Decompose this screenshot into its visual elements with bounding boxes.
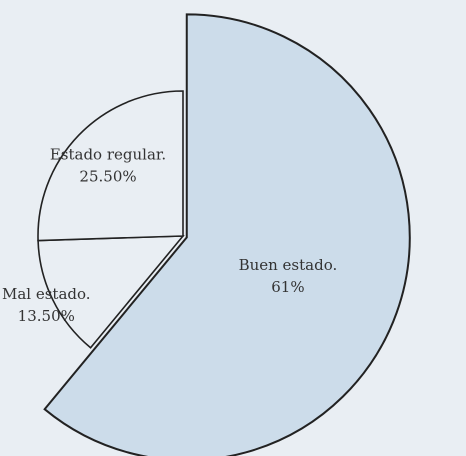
slice-label-2: Mal estado. 13.50% bbox=[2, 285, 91, 325]
slice-value-2: 13.50% bbox=[18, 307, 75, 325]
slice-name-3: Estado regular. bbox=[50, 145, 166, 163]
slice-value-3: 25.50% bbox=[79, 167, 136, 185]
slice-name-2: Mal estado. bbox=[2, 285, 91, 303]
pie-slice-2 bbox=[37, 235, 185, 349]
slice-label-1: Buen estado. 61% bbox=[239, 256, 338, 296]
slice-name-1: Buen estado. bbox=[239, 256, 338, 274]
pie-slice-3 bbox=[37, 90, 184, 242]
slice-label-3: Estado regular. 25.50% bbox=[50, 145, 166, 185]
pie-slice-1 bbox=[43, 13, 411, 456]
slice-value-1: 61% bbox=[271, 278, 304, 296]
